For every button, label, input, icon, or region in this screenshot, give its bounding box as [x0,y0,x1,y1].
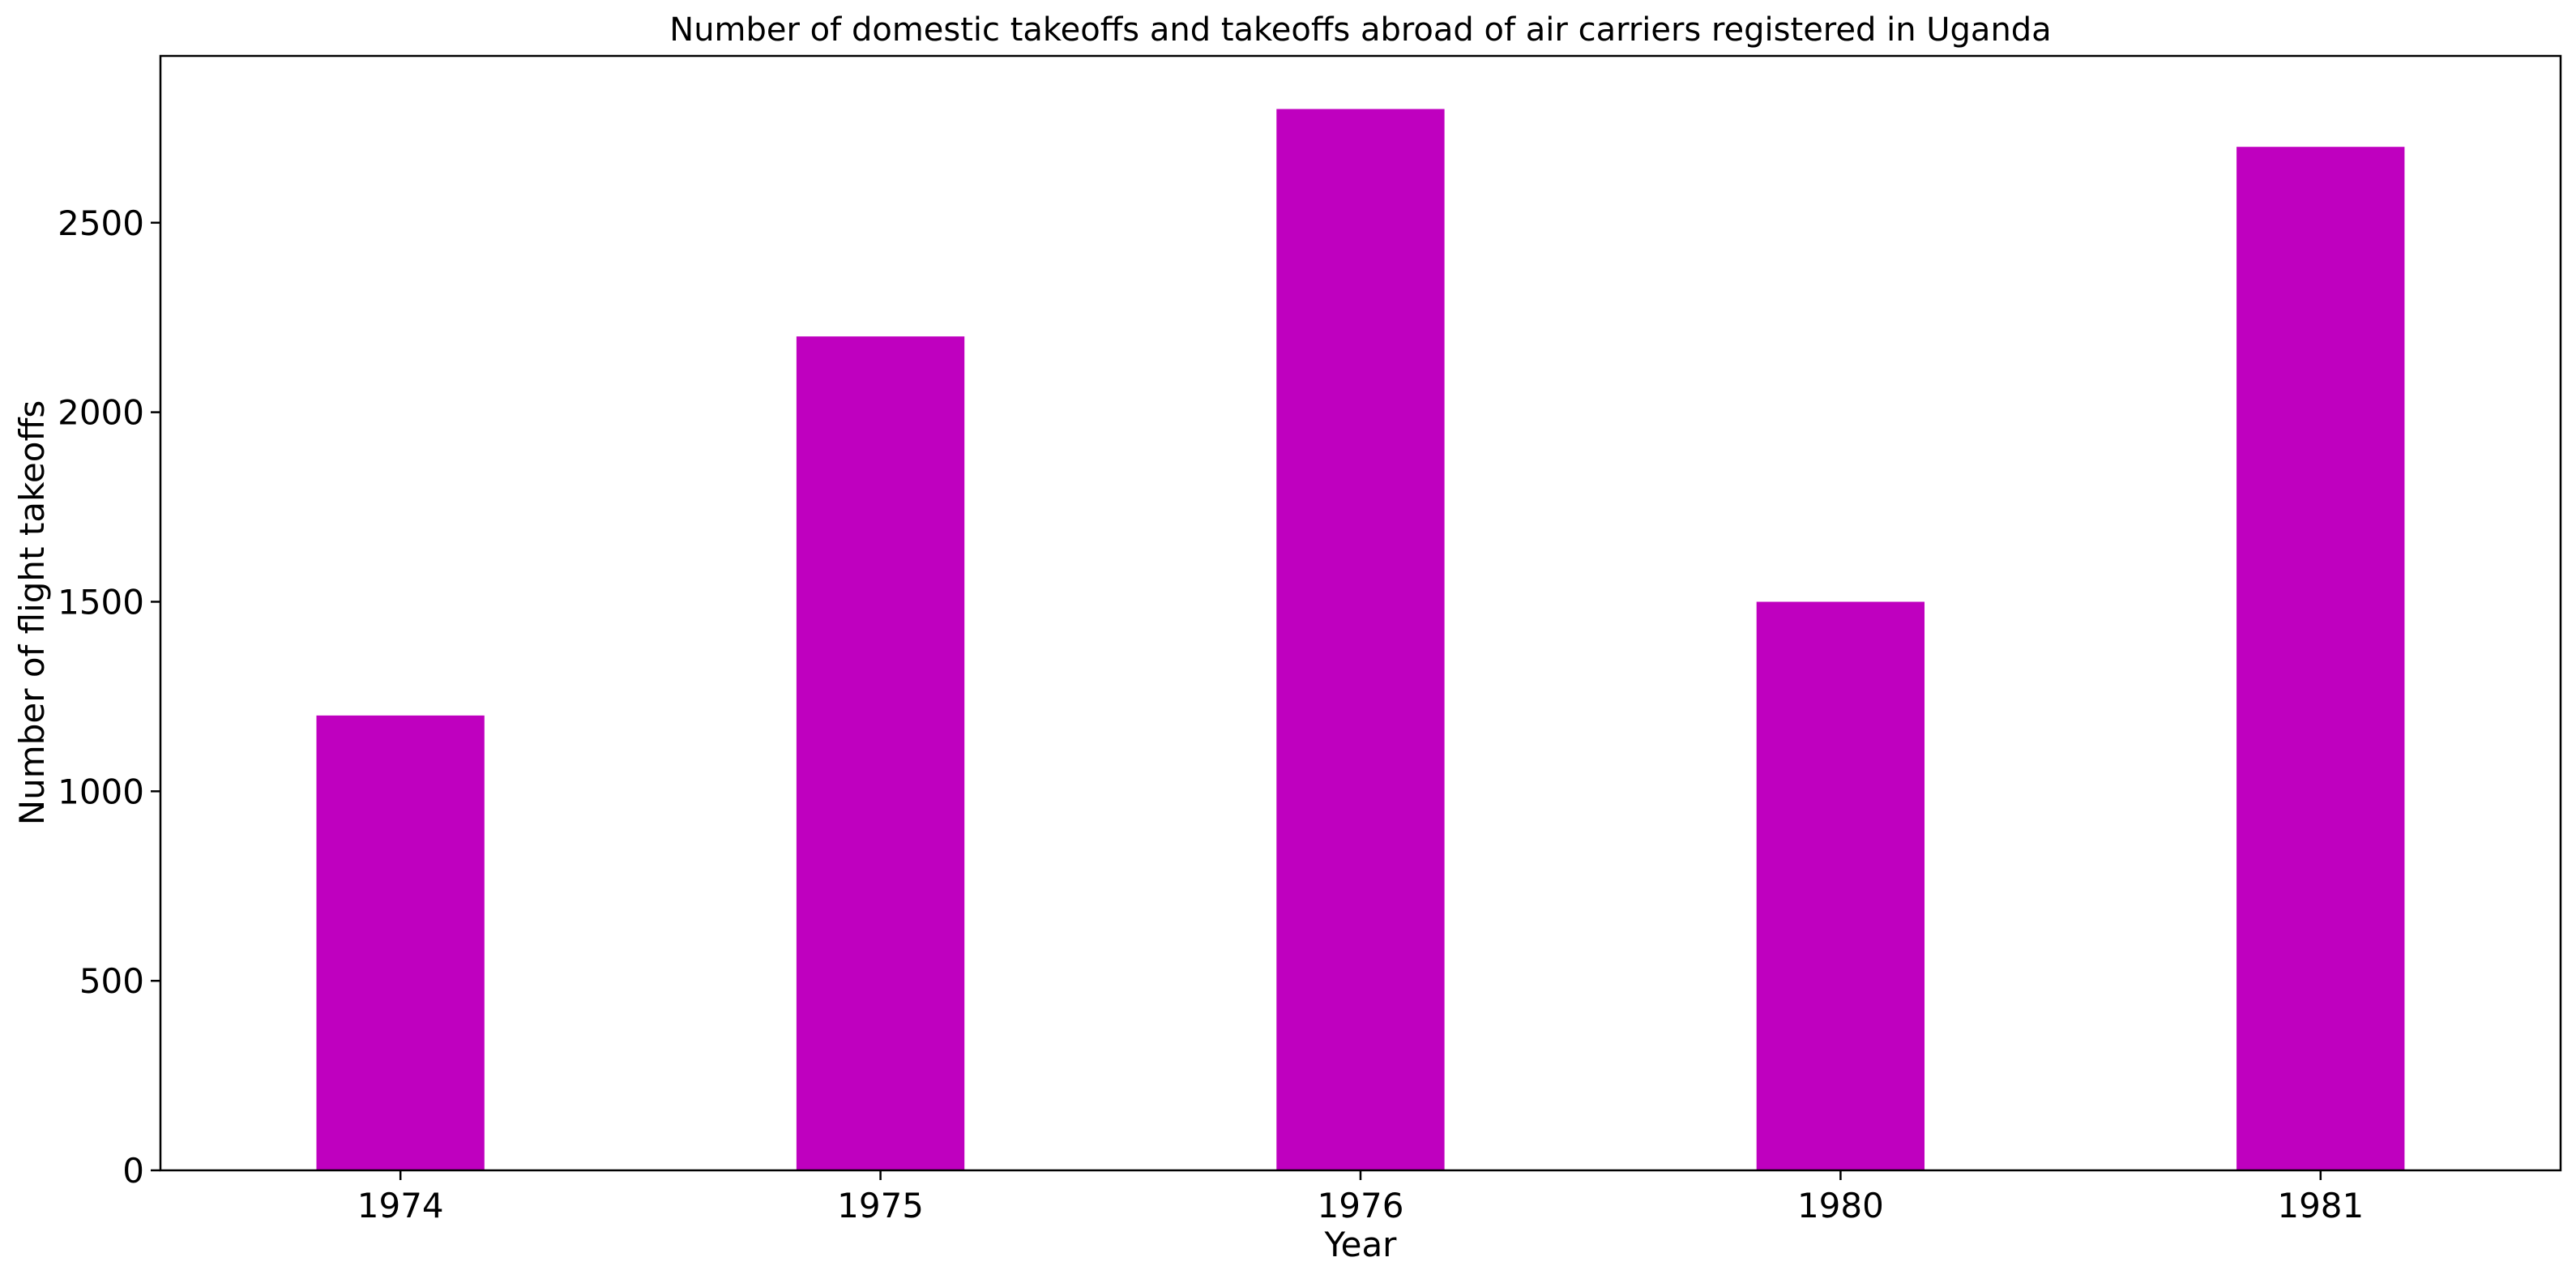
y-tick-label-2500: 2500 [58,203,144,243]
bar-1980 [1756,601,1925,1170]
y-axis-label: Number of flight takeoffs [12,400,52,826]
y-tick-label-0: 0 [122,1151,144,1191]
bar-1974 [316,715,485,1170]
x-axis-label: Year [1324,1225,1398,1264]
bar-1981 [2236,147,2405,1171]
y-tick-label-2000: 2000 [58,393,144,433]
chart-title: Number of domestic takeoffs and takeoffs… [669,11,2051,49]
x-tick-label-1975: 1975 [837,1186,924,1225]
plot-frame [159,54,2562,1172]
y-tick-label-1500: 1500 [58,582,144,622]
bar-1976 [1276,109,1445,1170]
x-tick-label-1981: 1981 [2277,1186,2364,1225]
y-tick-label-1000: 1000 [58,772,144,811]
x-tick-label-1980: 1980 [1797,1186,1884,1225]
x-tick-label-1976: 1976 [1318,1186,1404,1225]
bar-1975 [796,336,965,1171]
x-tick-label-1974: 1974 [357,1186,444,1225]
y-tick-label-500: 500 [79,961,144,1001]
x-axis: 1974 1975 1976 1980 1981 [357,1170,2364,1225]
y-axis: 0 500 1000 1500 2000 2500 [58,203,160,1191]
bars-layer [316,109,2405,1171]
